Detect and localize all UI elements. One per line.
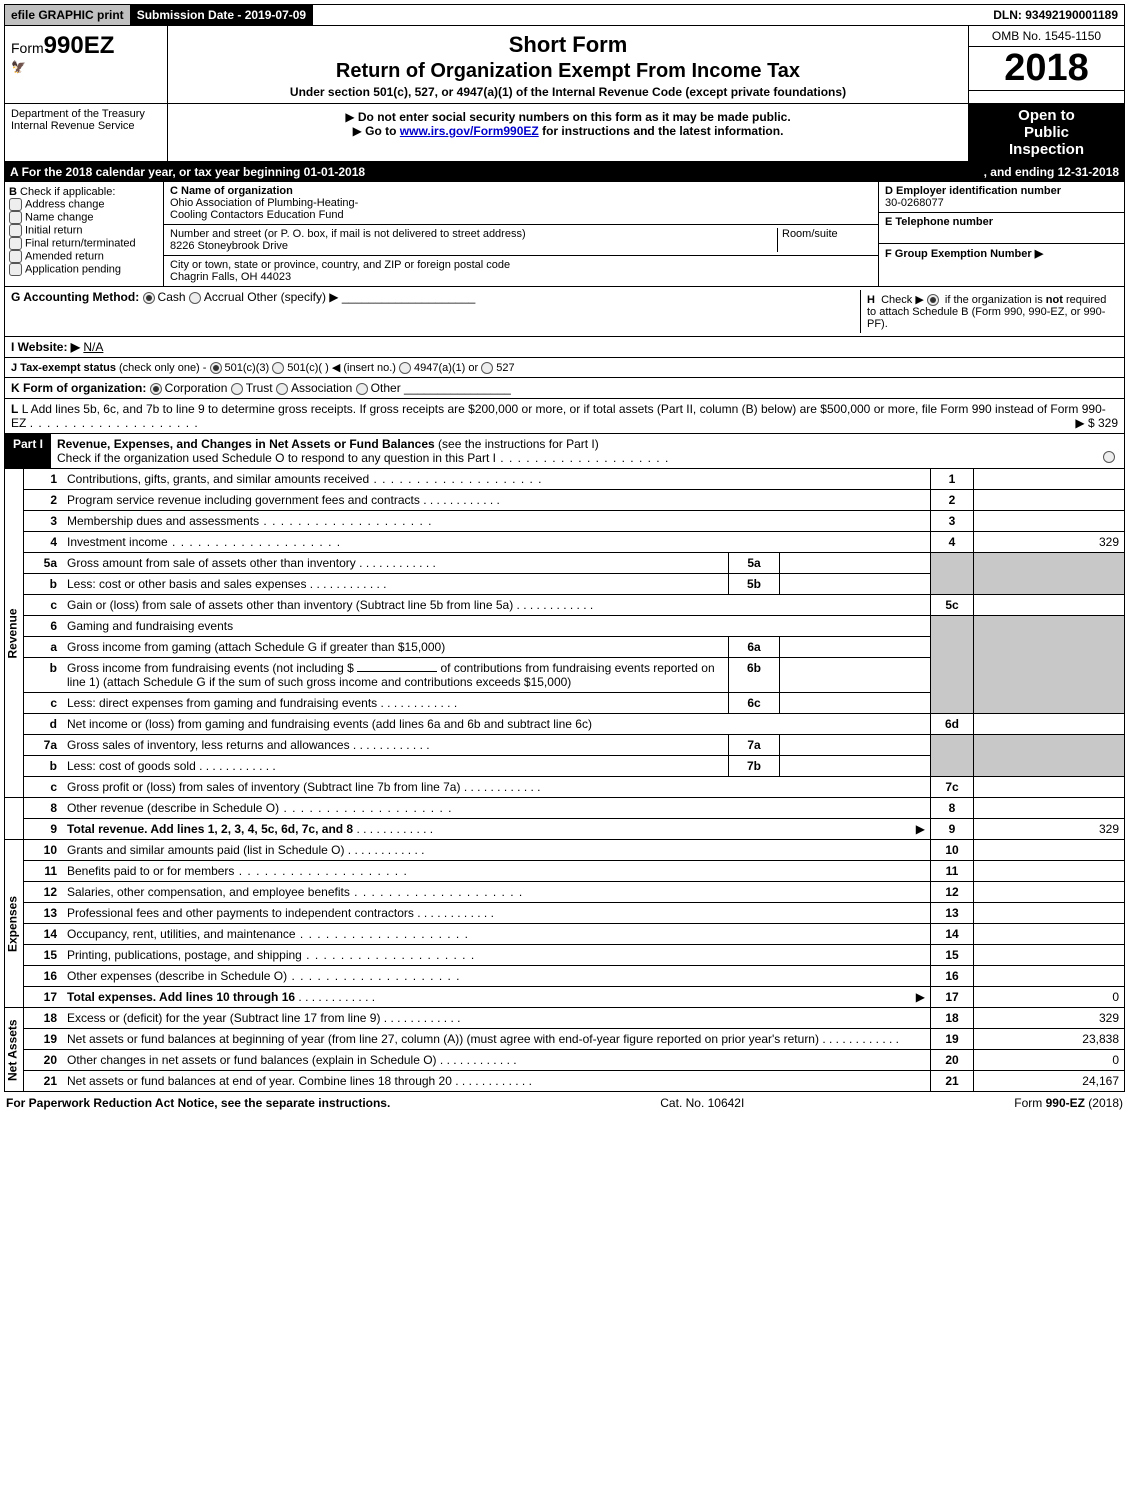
submission-date: Submission Date - 2019-07-09 xyxy=(131,5,313,25)
radio-schedule-b[interactable] xyxy=(927,294,939,306)
row-i: I Website: ▶ N/A xyxy=(4,337,1125,358)
paperwork-notice: For Paperwork Reduction Act Notice, see … xyxy=(6,1096,390,1110)
line-8-value xyxy=(974,798,1125,819)
page-footer: For Paperwork Reduction Act Notice, see … xyxy=(4,1092,1125,1114)
checkbox-address-change[interactable] xyxy=(9,198,22,211)
line-12-value xyxy=(974,882,1125,903)
line-6d-value xyxy=(974,714,1125,735)
form-ref: Form 990-EZ (2018) xyxy=(1014,1096,1123,1110)
radio-501c3[interactable] xyxy=(210,362,222,374)
cat-number: Cat. No. 10642I xyxy=(660,1096,744,1110)
part-1-header: Part I Revenue, Expenses, and Changes in… xyxy=(4,434,1125,469)
line-5b-sub xyxy=(780,574,931,595)
line-20-value: 0 xyxy=(974,1050,1125,1071)
org-name-2: Cooling Contactors Education Fund xyxy=(170,209,344,221)
row-l: L L Add lines 5b, 6c, and 7b to line 9 t… xyxy=(4,399,1125,434)
line-17-value: 0 xyxy=(974,987,1125,1008)
org-street: 8226 Stoneybrook Drive xyxy=(170,240,288,252)
row-j: J Tax-exempt status (check only one) - 5… xyxy=(4,358,1125,378)
net-assets-side-label: Net Assets xyxy=(5,1008,24,1092)
ein: 30-0268077 xyxy=(885,197,944,209)
line-16-value xyxy=(974,966,1125,987)
part1-schedule-o-check[interactable] xyxy=(1103,451,1115,463)
org-city: Chagrin Falls, OH 44023 xyxy=(170,271,291,283)
part-1-table: Revenue 1 Contributions, gifts, grants, … xyxy=(4,469,1125,1092)
return-title: Return of Organization Exempt From Incom… xyxy=(176,60,960,83)
radio-other[interactable] xyxy=(356,383,368,395)
line-3-value xyxy=(974,511,1125,532)
radio-accrual[interactable] xyxy=(189,292,201,304)
checkbox-pending[interactable] xyxy=(9,263,22,276)
line-7b-sub xyxy=(780,756,931,777)
line-7a-sub xyxy=(780,735,931,756)
org-name-1: Ohio Association of Plumbing-Heating- xyxy=(170,197,358,209)
form-number: 990EZ xyxy=(44,32,115,59)
line-10-value xyxy=(974,840,1125,861)
section-a-bar: A For the 2018 calendar year, or tax yea… xyxy=(4,162,1125,182)
radio-501c[interactable] xyxy=(272,362,284,374)
radio-corp[interactable] xyxy=(150,383,162,395)
subtitle: Under section 501(c), 527, or 4947(a)(1)… xyxy=(176,85,960,99)
form-prefix: Form xyxy=(11,40,44,56)
line-5a-sub xyxy=(780,553,931,574)
checkbox-name-change[interactable] xyxy=(9,211,22,224)
efile-print-label: efile GRAPHIC print xyxy=(5,5,131,25)
line-5c-value xyxy=(974,595,1125,616)
instructions-links: Do not enter social security numbers on … xyxy=(168,104,968,161)
dept-row: Department of the Treasury Internal Reve… xyxy=(4,104,1125,162)
irs-link[interactable]: www.irs.gov/Form990EZ xyxy=(400,124,539,138)
revenue-side-label: Revenue xyxy=(5,469,24,798)
checkbox-amended[interactable] xyxy=(9,250,22,263)
radio-trust[interactable] xyxy=(231,383,243,395)
header-right: OMB No. 1545-1150 2018 xyxy=(969,26,1124,103)
checkbox-initial-return[interactable] xyxy=(9,224,22,237)
line-19-value: 23,838 xyxy=(974,1029,1125,1050)
radio-assoc[interactable] xyxy=(276,383,288,395)
line-7c-value xyxy=(974,777,1125,798)
checkbox-final-return[interactable] xyxy=(9,237,22,250)
row-k: K Form of organization: Corporation Trus… xyxy=(4,378,1125,399)
form-header: Form990EZ 🦅 Short Form Return of Organiz… xyxy=(4,25,1125,104)
form-number-box: Form990EZ 🦅 xyxy=(5,26,168,103)
org-info-grid: B Check if applicable: Address change Na… xyxy=(4,182,1125,287)
line-13-value xyxy=(974,903,1125,924)
line-15-value xyxy=(974,945,1125,966)
section-h: H Check ▶ if the organization is not req… xyxy=(860,290,1118,333)
room-suite: Room/suite xyxy=(777,228,872,252)
expenses-side-label: Expenses xyxy=(5,840,24,1008)
omb-number: OMB No. 1545-1150 xyxy=(969,26,1124,47)
radio-4947[interactable] xyxy=(399,362,411,374)
line-6b-sub xyxy=(780,658,931,693)
section-b: B Check if applicable: Address change Na… xyxy=(5,182,164,286)
form-title-box: Short Form Return of Organization Exempt… xyxy=(168,26,969,103)
dept-treasury: Department of the Treasury Internal Reve… xyxy=(5,104,168,161)
part-1-badge: Part I xyxy=(5,434,51,468)
line-21-value: 24,167 xyxy=(974,1071,1125,1092)
dln-number: DLN: 93492190001189 xyxy=(987,5,1124,25)
line-6a-sub xyxy=(780,637,931,658)
line-11-value xyxy=(974,861,1125,882)
section-de: D Employer identification number 30-0268… xyxy=(879,182,1124,286)
line-14-value xyxy=(974,924,1125,945)
top-bar: efile GRAPHIC print Submission Date - 20… xyxy=(4,4,1125,25)
line-9-value: 329 xyxy=(974,819,1125,840)
section-c: C Name of organization Ohio Association … xyxy=(164,182,879,286)
website-value: N/A xyxy=(83,340,103,354)
eagle-icon: 🦅 xyxy=(11,60,161,74)
line-4-value: 329 xyxy=(974,532,1125,553)
line-1-value xyxy=(974,469,1125,490)
gross-receipts: ▶ $ 329 xyxy=(1075,416,1118,430)
open-to-public: Open toPublicInspection xyxy=(969,104,1124,161)
line-18-value: 329 xyxy=(974,1008,1125,1029)
line-2-value xyxy=(974,490,1125,511)
short-form-title: Short Form xyxy=(176,32,960,58)
line-6c-sub xyxy=(780,693,931,714)
radio-cash[interactable] xyxy=(143,292,155,304)
tax-year: 2018 xyxy=(969,47,1124,91)
row-g-h: G Accounting Method: Cash Accrual Other … xyxy=(4,287,1125,337)
radio-527[interactable] xyxy=(481,362,493,374)
ssn-warning: Do not enter social security numbers on … xyxy=(358,110,791,124)
